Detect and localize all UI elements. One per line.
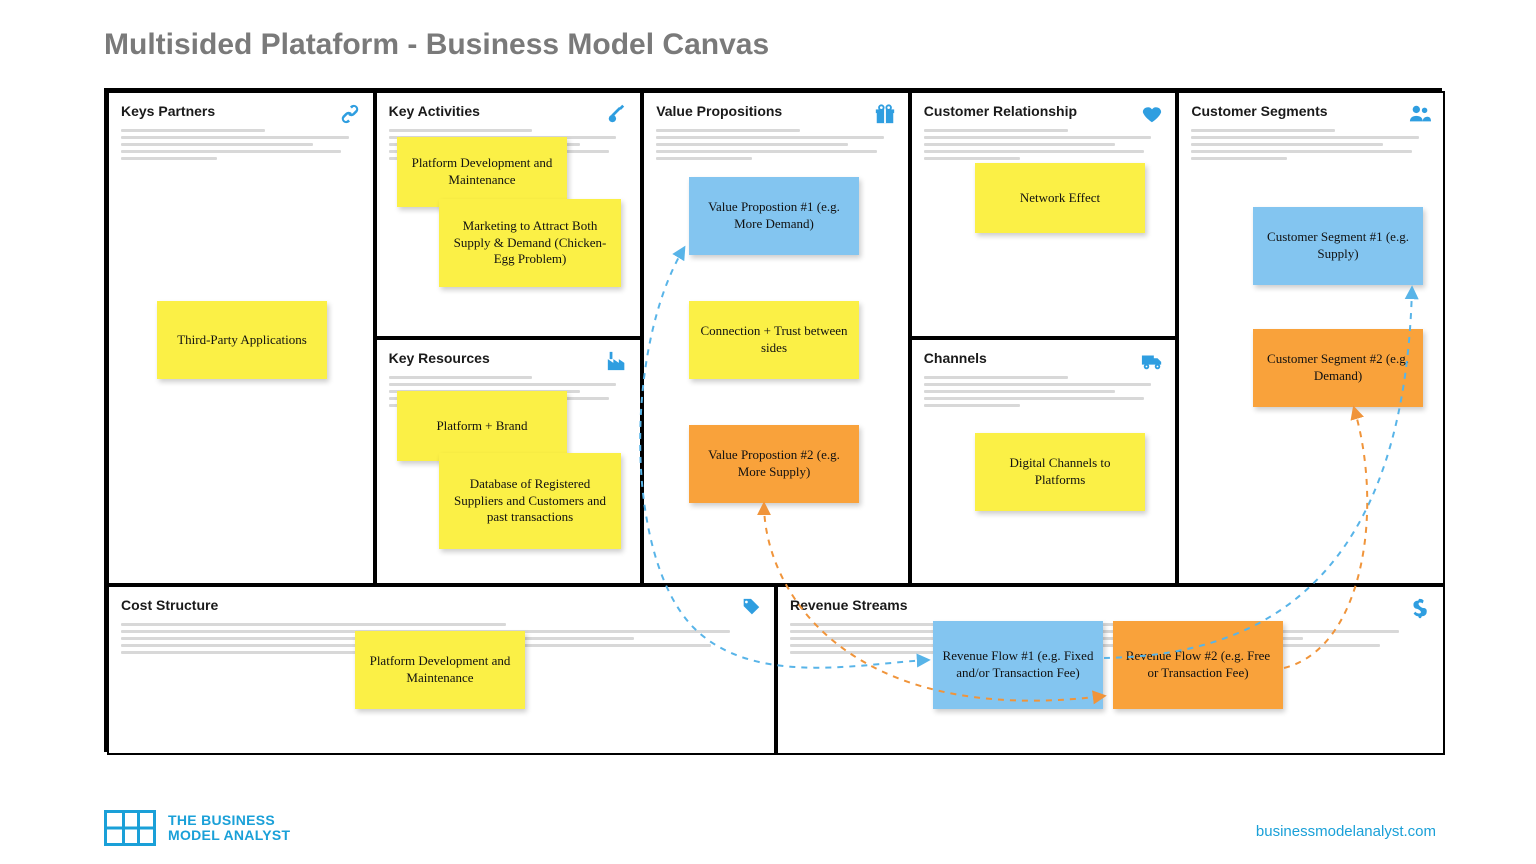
money-icon	[1409, 597, 1431, 619]
sticky-kp1: Third-Party Applications	[157, 301, 327, 379]
factory-icon	[606, 350, 628, 372]
sticky-cs1: Customer Segment #1 (e.g. Supply)	[1253, 207, 1423, 285]
cell-title: Channels	[924, 350, 987, 366]
cell-title: Keys Partners	[121, 103, 215, 119]
cell-header: Customer Relationship	[912, 93, 1176, 129]
sticky-rv2: Revenue Flow #2 (e.g. Free or Transactio…	[1113, 621, 1283, 709]
sticky-ka2: Marketing to Attract Both Supply & Deman…	[439, 199, 621, 287]
heart-icon	[1141, 103, 1163, 125]
cell-title: Customer Relationship	[924, 103, 1077, 119]
sticky-kr1: Platform + Brand	[397, 391, 567, 461]
sticky-rv1: Revenue Flow #1 (e.g. Fixed and/or Trans…	[933, 621, 1103, 709]
cell-header: Keys Partners	[109, 93, 373, 129]
cell-title: Value Propositions	[656, 103, 782, 119]
sticky-vp3: Value Propostion #2 (e.g. More Supply)	[689, 425, 859, 503]
footer-brand: THE BUSINESS MODEL ANALYST	[104, 810, 290, 846]
people-icon	[1409, 103, 1431, 125]
cell-title: Customer Segments	[1191, 103, 1327, 119]
page-title: Multisided Plataform - Business Model Ca…	[104, 28, 769, 62]
cell-header: Value Propositions	[644, 93, 908, 129]
truck-icon	[1141, 350, 1163, 372]
cell-header: Customer Segments	[1179, 93, 1443, 129]
sticky-cs2: Customer Segment #2 (e.g. Demand)	[1253, 329, 1423, 407]
sticky-co1: Platform Development and Maintenance	[355, 631, 525, 709]
key-icon	[606, 103, 628, 125]
link-icon	[339, 103, 361, 125]
cell-title: Key Resources	[389, 350, 490, 366]
sticky-ka1: Platform Development and Maintenance	[397, 137, 567, 207]
sticky-vp2: Connection + Trust between sides	[689, 301, 859, 379]
tag-icon	[740, 597, 762, 619]
brand-name: THE BUSINESS MODEL ANALYST	[168, 813, 290, 842]
brand-logo-icon	[104, 810, 156, 846]
cell-header: Revenue Streams	[778, 587, 1443, 623]
footer-url: businessmodelanalyst.com	[1256, 823, 1436, 840]
cell-header: Key Resources	[377, 340, 641, 376]
cell-title: Revenue Streams	[790, 597, 908, 613]
cell-header: Channels	[912, 340, 1176, 376]
cell-title: Key Activities	[389, 103, 480, 119]
sticky-cr1: Network Effect	[975, 163, 1145, 233]
cell-revenue-streams: Revenue Streams	[776, 585, 1445, 755]
cell-header: Cost Structure	[109, 587, 774, 623]
bmc-canvas: Keys Partners Key Activities Key Resources…	[104, 88, 1442, 752]
gift-icon	[874, 103, 896, 125]
cell-title: Cost Structure	[121, 597, 218, 613]
sticky-vp1: Value Propostion #1 (e.g. More Demand)	[689, 177, 859, 255]
sticky-ch1: Digital Channels to Platforms	[975, 433, 1145, 511]
sticky-kr2: Database of Registered Suppliers and Cus…	[439, 453, 621, 549]
cell-header: Key Activities	[377, 93, 641, 129]
